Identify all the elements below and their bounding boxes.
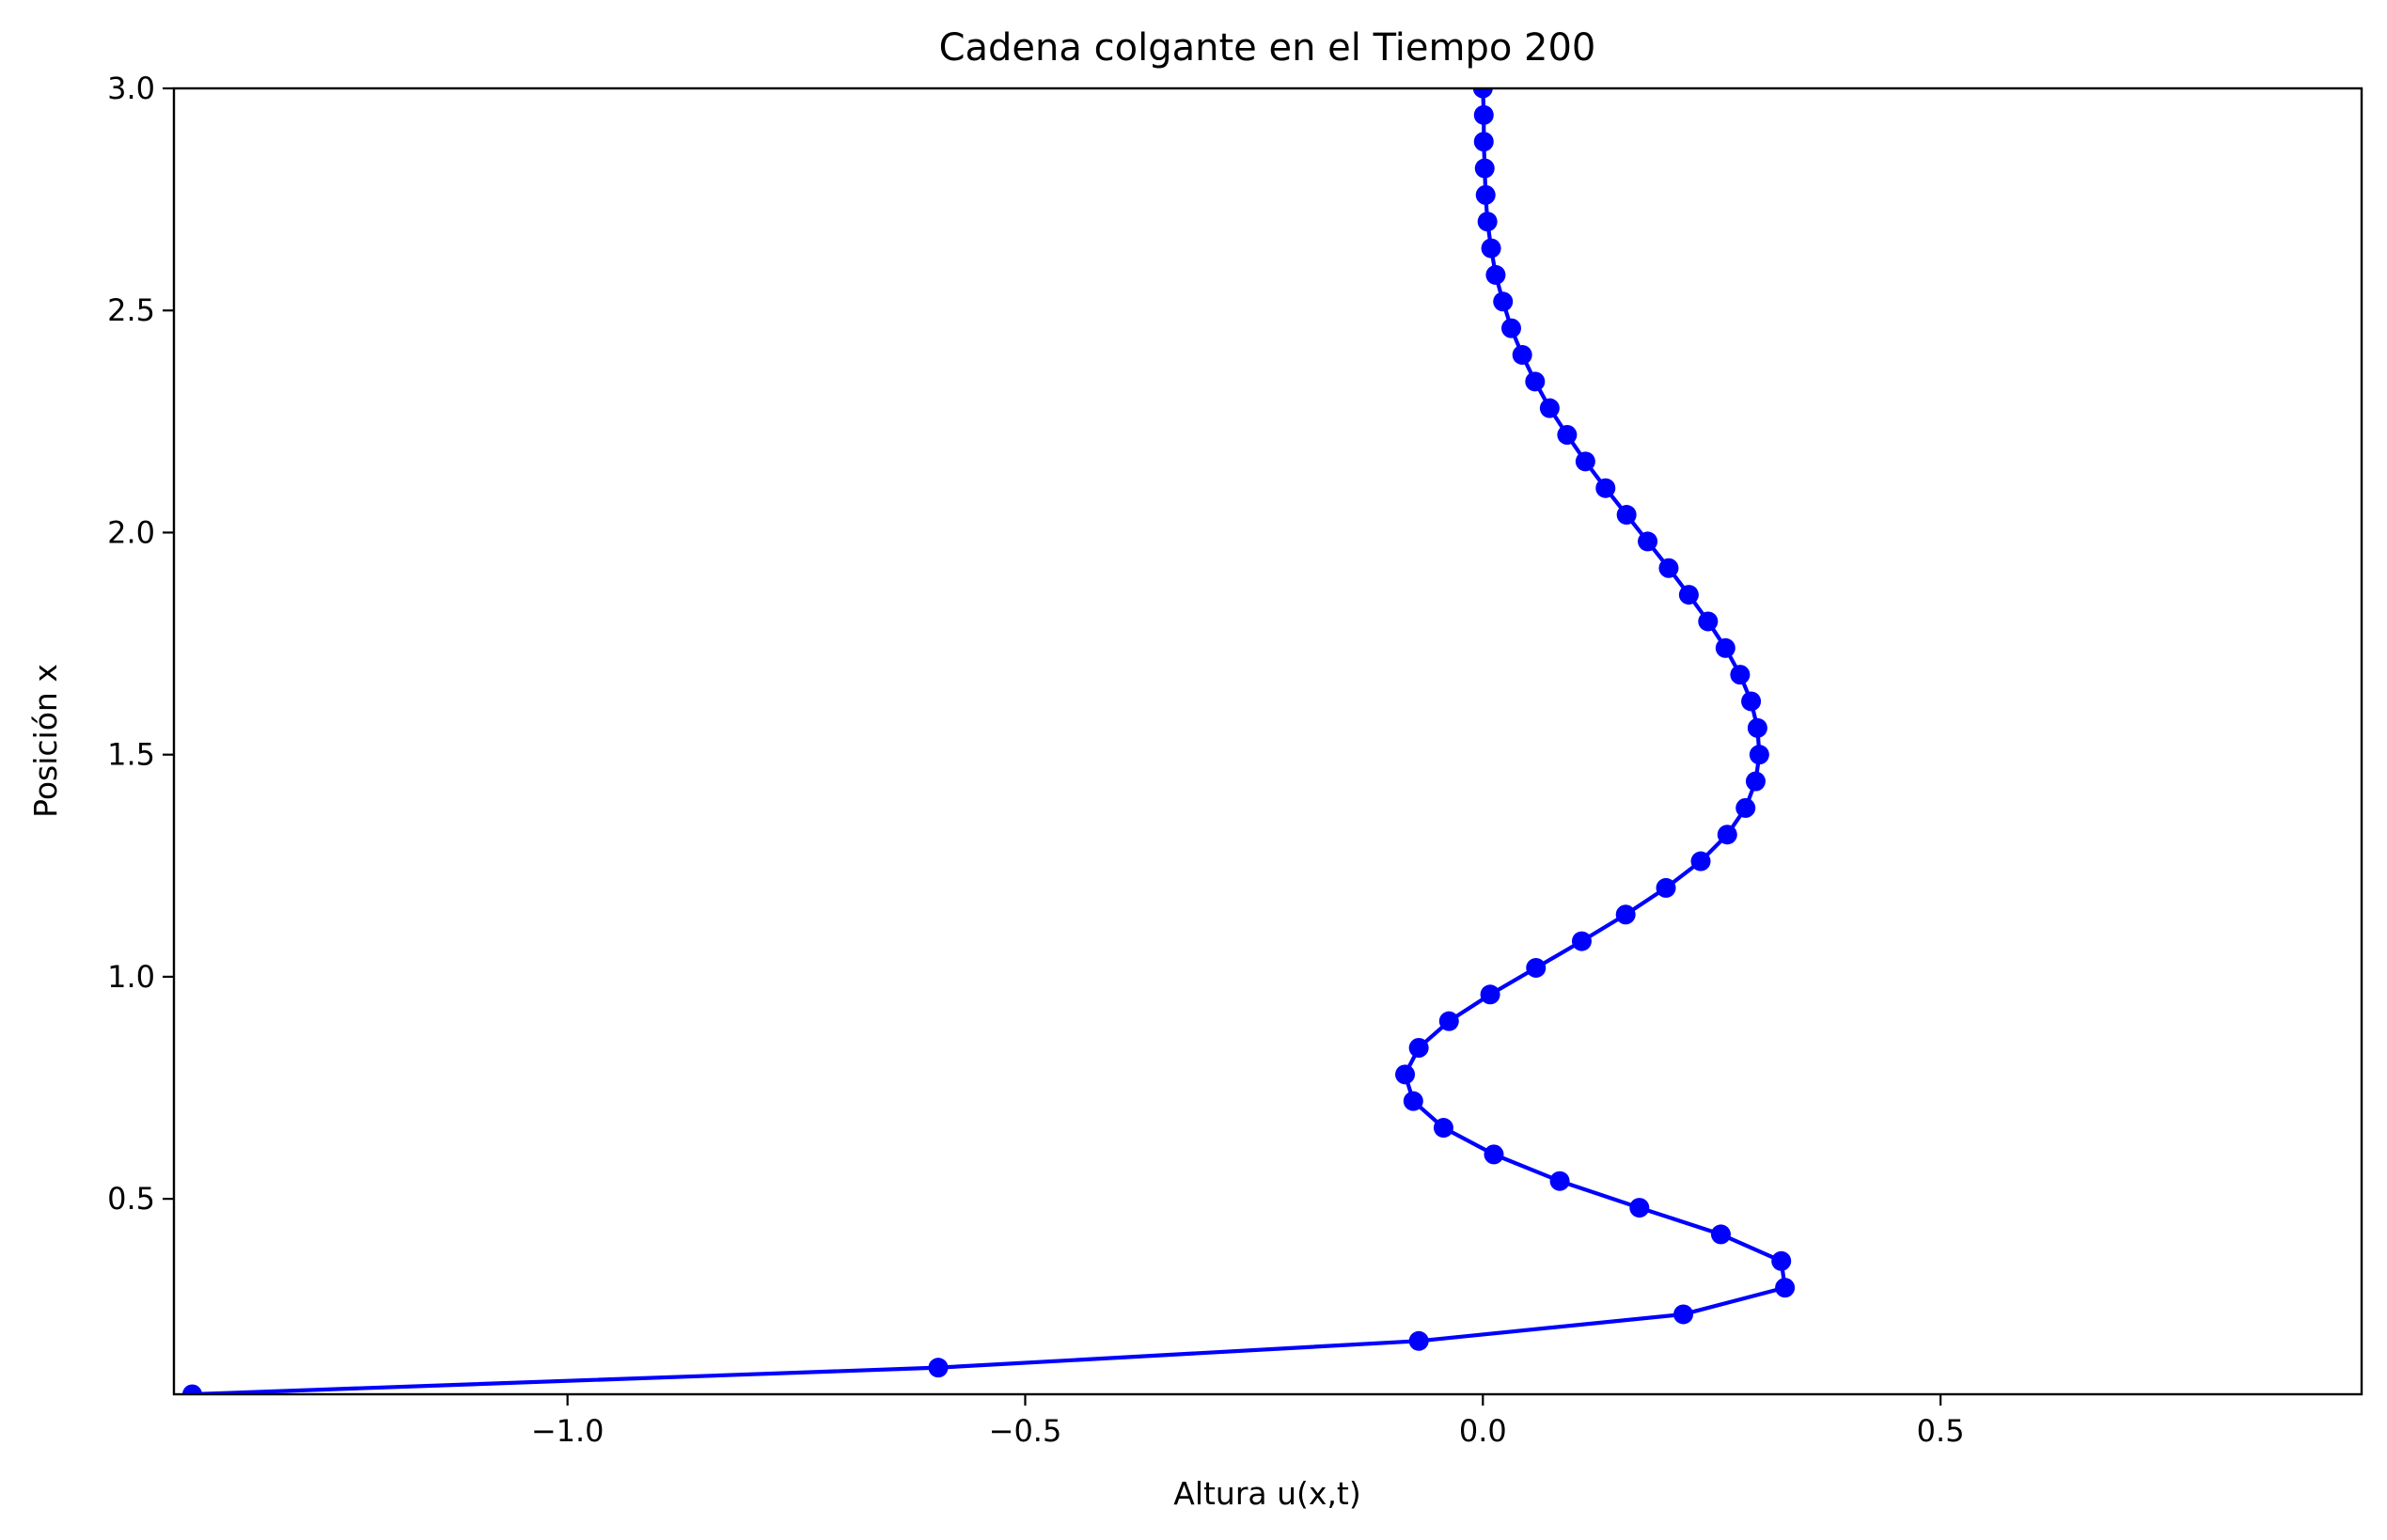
y-axis-label: Posición x [27, 664, 64, 818]
data-point [1472, 88, 1493, 99]
data-point [1481, 238, 1501, 259]
y-tick-label: 1.5 [107, 737, 155, 773]
data-point [1775, 1278, 1796, 1298]
y-tick-label: 1.0 [107, 959, 155, 995]
data-point [1735, 797, 1756, 818]
data-point [1433, 1118, 1453, 1139]
data-point [1477, 212, 1498, 232]
data-point [1747, 717, 1767, 738]
data-point [1629, 1198, 1650, 1218]
data-point [1484, 1144, 1504, 1165]
x-tick-label: −0.5 [989, 1413, 1062, 1449]
data-point [1690, 851, 1711, 872]
series-clip-group [181, 88, 1796, 1394]
y-tick-label: 0.5 [107, 1181, 155, 1217]
data-point [1771, 1250, 1792, 1271]
y-axis-ticks: 0.5 1.0 1.5 2.0 2.5 3.0 [107, 71, 174, 1217]
data-point [181, 1384, 202, 1394]
plot-frame [172, 86, 2363, 1396]
data-point [1539, 398, 1560, 418]
plot-area [174, 88, 2362, 1394]
data-point [1616, 505, 1637, 526]
data-point [1549, 1171, 1570, 1191]
x-tick-label: 0.5 [1917, 1413, 1965, 1449]
data-point [1638, 531, 1658, 552]
y-tick-label: 3.0 [107, 71, 155, 106]
data-point [1717, 825, 1737, 845]
data-point [1595, 478, 1616, 498]
series-layer [181, 88, 1796, 1394]
data-point [1715, 637, 1735, 658]
data-point [1512, 344, 1532, 365]
y-tick-label: 2.5 [107, 292, 155, 328]
data-point [1473, 104, 1494, 125]
data-point [1557, 425, 1578, 446]
data-point [1741, 691, 1762, 712]
data-point [1438, 1011, 1459, 1031]
data-point [1730, 665, 1751, 685]
data-point [1745, 771, 1766, 792]
x-axis-ticks: −1.0 −0.5 0.0 0.5 [531, 1394, 1965, 1449]
data-point [1571, 931, 1592, 951]
data-point [928, 1358, 949, 1378]
data-point [1480, 984, 1500, 1005]
data-point [1526, 957, 1547, 978]
data-point [1473, 132, 1494, 152]
data-point [1673, 1304, 1694, 1325]
data-point [1575, 451, 1595, 472]
data-point [1678, 585, 1699, 605]
data-point [1615, 904, 1636, 925]
data-point [1749, 745, 1769, 765]
data-point [1656, 877, 1676, 898]
data-point [1403, 1091, 1423, 1111]
data-point [1525, 371, 1546, 392]
x-axis-label: Altura u(x,t) [1173, 1475, 1361, 1512]
data-point [1395, 1064, 1416, 1085]
data-point [1710, 1224, 1731, 1245]
data-point [1500, 318, 1521, 338]
data-point [1493, 291, 1514, 312]
data-point [1408, 1330, 1429, 1351]
y-tick-label: 2.0 [107, 514, 155, 550]
data-point [1408, 1037, 1429, 1058]
data-point [1698, 611, 1719, 632]
data-point [1475, 184, 1496, 205]
data-point [1474, 158, 1495, 179]
x-tick-label: −1.0 [531, 1413, 605, 1449]
data-point [1485, 264, 1506, 285]
x-tick-label: 0.0 [1459, 1413, 1507, 1449]
chart-title: Cadena colgante en el Tiempo 200 [939, 26, 1596, 70]
data-point [1658, 558, 1679, 578]
